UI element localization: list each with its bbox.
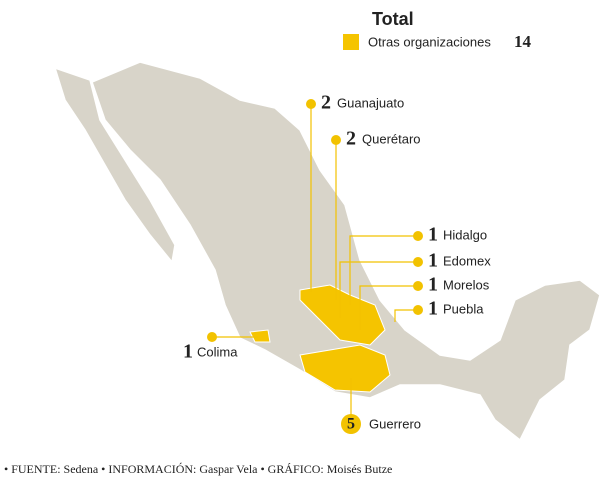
legend-label: Otras organizaciones: [368, 34, 491, 49]
count: 1: [183, 341, 193, 363]
title: Total: [372, 9, 414, 29]
state-name: Colima: [197, 344, 238, 359]
guerrero-shape: [299, 344, 391, 393]
state-name: Morelos: [443, 277, 490, 292]
state-name: Hidalgo: [443, 227, 487, 242]
state-name: Guanajuato: [337, 95, 404, 110]
count: 1: [428, 298, 438, 320]
map: [53, 61, 601, 442]
count: 2: [346, 128, 356, 150]
legend-total: 14: [514, 32, 532, 51]
count: 1: [428, 224, 438, 246]
state-name: Puebla: [443, 301, 484, 316]
state-name: Querétaro: [362, 131, 421, 146]
state-name: Edomex: [443, 253, 491, 268]
source: • FUENTE: Sedena • INFORMACIÓN: Gaspar V…: [4, 462, 392, 476]
count: 2: [321, 92, 331, 114]
state-name: Guerrero: [369, 416, 421, 431]
leaders: [212, 104, 418, 424]
count: 5: [347, 416, 355, 433]
colima-shape: [249, 329, 271, 343]
count: 1: [428, 250, 438, 272]
legend-swatch: [343, 34, 359, 50]
mainland: [91, 61, 601, 442]
baja-california: [53, 66, 176, 264]
count: 1: [428, 274, 438, 296]
